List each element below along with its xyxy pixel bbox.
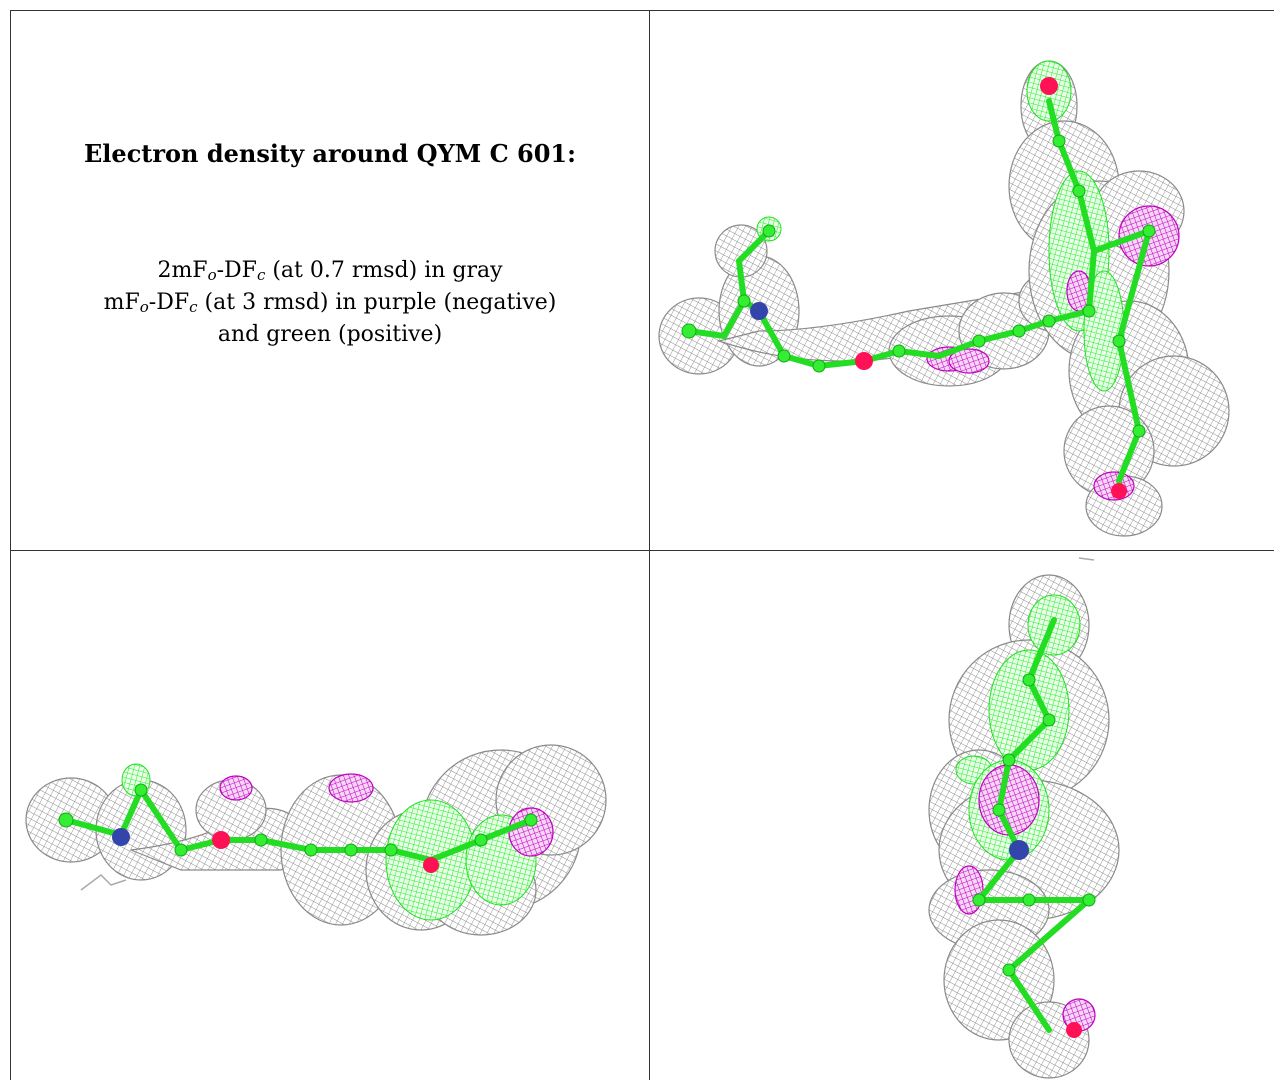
figure-title: Electron density around QYM C 601: [84,139,576,168]
density-view-3 [649,550,1274,1080]
density-render-3 [928,557,1120,1079]
density-view-1 [649,10,1274,551]
density-view-2 [10,550,650,1080]
legend-line-purple: mFo-DFc (at 3 rmsd) in purple (negative) [103,289,557,316]
caption-cell: Electron density around QYM C 601: 2mFo-… [10,10,650,551]
density-render-2 [25,744,607,936]
legend-line-green: and green (positive) [217,321,443,347]
legend-line-gray: 2mFo-DFc (at 0.7 rmsd) in gray [157,258,503,284]
figure-legend: 2mFo-DFc (at 0.7 rmsd) in gray mFo-DFc (… [11,255,649,351]
density-render-1 [658,60,1230,537]
